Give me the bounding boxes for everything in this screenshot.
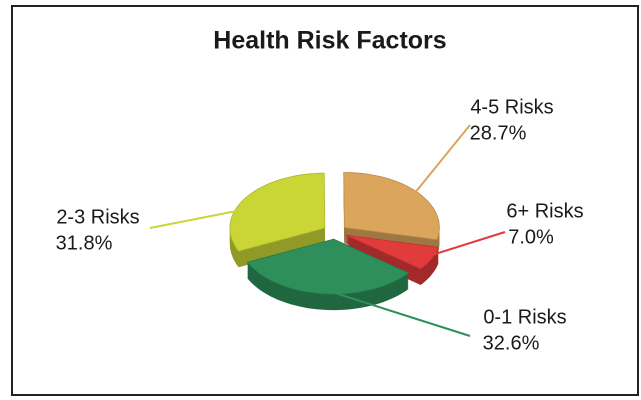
leader-line [149, 206, 257, 229]
leader-line [418, 231, 506, 261]
slice-label: 6+ Risks [506, 200, 583, 222]
leader-line [324, 288, 471, 337]
slice [343, 172, 440, 241]
leader-line [406, 124, 471, 203]
slice [345, 234, 440, 270]
chart-title: Health Risk Factors [213, 27, 446, 55]
slice [246, 238, 410, 295]
slice-label: 4-5 Risks [470, 96, 553, 118]
chart-frame [11, 5, 639, 396]
slice-value-label: 7.0% [508, 226, 554, 248]
slice-value-label: 31.8% [56, 232, 113, 254]
slice [229, 172, 326, 252]
slice-label: 0-1 Risks [483, 306, 566, 328]
slice-label: 2-3 Risks [56, 206, 139, 228]
slice-value-label: 28.7% [470, 122, 527, 144]
slice-value-label: 32.6% [483, 332, 540, 354]
